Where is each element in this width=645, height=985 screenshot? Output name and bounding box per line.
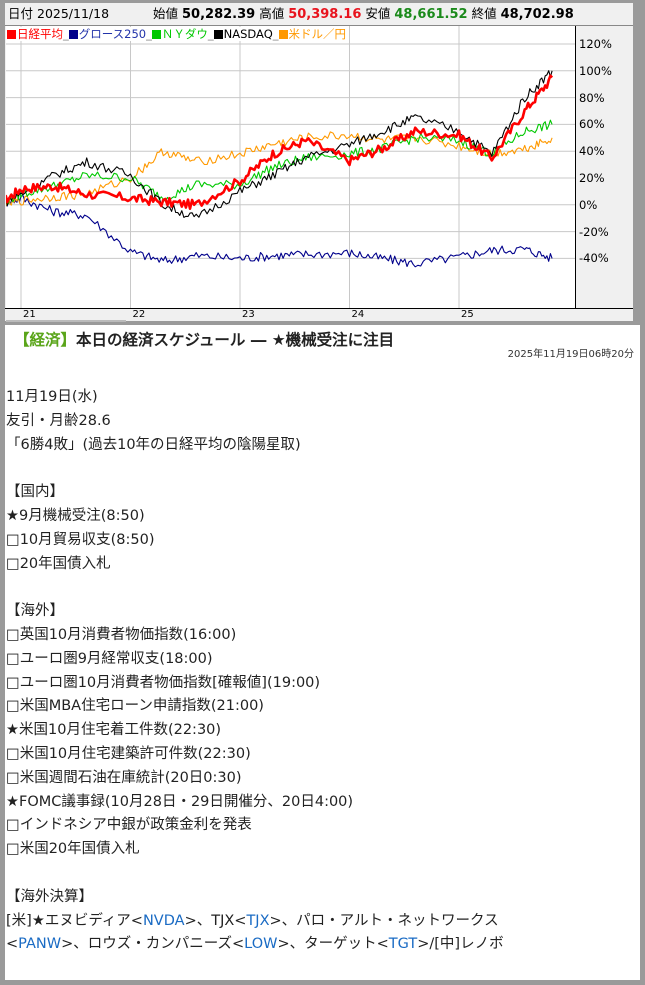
article-body: 11月19日(水) 友引・月齢28.6 「6勝4敗」(過去10年の日経平均の陰陽… [6,386,504,957]
legend-swatch-icon [213,30,223,39]
earnings-text: >/[中]レノボ [417,936,504,953]
close-label: 終値 [471,6,497,21]
ohlc-values: 始値 50,282.39 高値 50,398.16 安値 48,661.52 終… [153,3,574,26]
section-heading-domestic: 【国内】 [6,484,64,501]
schedule-item: □英国10月消費者物価指数(16:00) [6,626,237,643]
legend-swatch-icon [68,30,78,39]
series-line-0 [6,74,554,210]
y-tick-label: 20% [579,171,605,185]
chart-panel: 日付 2025/11/18 始値 50,282.39 高値 50,398.16 … [5,3,633,322]
schedule-item: □米国10月住宅建築許可件数(22:30) [6,745,251,762]
earnings-line-1: [米]★エヌビディア<NVDA>、TJX<TJX>、パロ・アルト・ネットワークス [6,910,504,934]
legend-label: ＮＹダウ [161,27,208,41]
legend-label: NASDAQ [223,27,273,41]
low-value: 48,661.52 [394,7,468,22]
open-value: 50,282.39 [182,7,256,22]
legend-item: グロース250 [68,27,147,41]
earnings-text: [米]★エヌビディア< [6,912,143,929]
legend-item: NASDAQ [213,27,273,41]
earnings-text: >、TJX< [184,912,247,929]
legend-swatch-icon [278,30,288,39]
y-tick-label: -40% [579,251,609,266]
article-timestamp: 2025年11月19日06時20分 [507,349,634,360]
article-category: 【経済】 [14,331,77,349]
ticker-link-tjx[interactable]: TJX [246,912,270,929]
legend-swatch-icon [151,30,161,39]
legend-label: 米ドル／円 [288,27,347,41]
y-tick-label: 40% [579,144,605,159]
series-line-1 [6,195,553,268]
body-line [6,457,504,481]
schedule-item: □米国週間石油在庫統計(20日0:30) [6,769,242,786]
earnings-text: < [6,936,19,953]
legend-item: ＮＹダウ [151,27,208,41]
scroll-indicator[interactable] [6,320,126,322]
y-tick-label: 0% [579,197,598,212]
high-label: 高値 [259,6,285,21]
schedule-item: ★米国10月住宅着工件数(22:30) [6,722,222,739]
ticker-link-tgt[interactable]: TGT [388,936,418,953]
article-panel: 【経済】本日の経済スケジュール ― ★機械受注に注目 2025年11月19日06… [5,325,640,980]
y-tick-label: 100% [579,63,612,78]
legend-swatch-icon [7,30,16,39]
legend-item: 米ドル／円 [278,27,347,41]
earnings-text: >、ターゲット< [277,936,389,953]
chart-header: 日付 2025/11/18 始値 50,282.39 高値 50,398.16 … [5,3,633,26]
schedule-item: ★9月機械受注(8:50) [6,507,145,524]
schedule-item: □米国20年国債入札 [6,841,140,858]
section-heading-overseas: 【海外】 [6,603,64,620]
section-heading-earnings: 【海外決算】 [6,888,93,905]
schedule-item: □20年国債入札 [6,555,111,572]
y-tick-label: -20% [579,224,609,239]
earnings-text: >、ロウズ・カンパニーズ< [61,936,245,953]
date-label: 日付 [8,6,34,21]
y-tick-label: 120% [579,37,612,51]
chart-date: 日付 2025/11/18 [8,3,109,25]
x-tick-label: 22 [132,309,146,320]
chart-legend: 日経平均_ グロース250_ ＮＹダウ_ NASDAQ_ 米ドル／円 [7,27,347,41]
ticker-link-low[interactable]: LOW [244,936,278,953]
body-line: 11月19日(水) [6,389,98,405]
legend-label: 日経平均 [17,27,63,41]
article-headline: 本日の経済スケジュール ― ★機械受注に注目 [76,331,395,349]
y-axis: 120% 100% 80% 60% 40% 20% 0% -20% -40% [576,26,633,308]
series-line-2 [6,119,553,206]
x-axis: 21 22 23 24 25 [5,308,633,322]
x-tick-label: 23 [242,309,255,320]
schedule-item: □ユーロ圏9月経常収支(18:00) [6,650,213,667]
article-title: 【経済】本日の経済スケジュール ― ★機械受注に注目 [14,328,394,350]
body-line [6,862,504,886]
schedule-item: ★FOMC議事録(10月28日・29日開催分、20日4:00) [6,793,354,810]
line-chart [6,26,575,308]
y-tick-label: 60% [579,117,605,132]
earnings-text: >、パロ・アルト・ネットワークス [269,912,499,929]
schedule-item: □ユーロ圏10月消費者物価指数[確報値](19:00) [6,674,321,691]
ticker-link-panw[interactable]: PANW [18,936,62,953]
ticker-link-nvda[interactable]: NVDA [142,912,185,929]
body-line [6,576,504,600]
y-tick-label: 80% [579,90,605,105]
body-line: 「6勝4敗」(過去10年の日経平均の陰陽星取) [6,436,301,453]
x-tick-label: 25 [461,309,474,320]
close-value: 48,702.98 [500,7,574,22]
plot-area[interactable]: 日経平均_ グロース250_ ＮＹダウ_ NASDAQ_ 米ドル／円 [6,26,576,308]
schedule-item: □米国MBA住宅ローン申請指数(21:00) [6,698,264,715]
x-tick-label: 24 [351,309,365,320]
body-line: 友引・月齢28.6 [6,412,111,429]
low-label: 安値 [365,6,391,21]
legend-label: グロース250 [78,27,147,41]
schedule-item: □インドネシア中銀が政策金利を発表 [6,817,252,834]
legend-item: 日経平均 [7,27,63,41]
schedule-item: □10月貿易収支(8:50) [6,531,155,548]
open-label: 始値 [153,6,179,21]
high-value: 50,398.16 [288,7,362,22]
earnings-line-2: <PANW>、ロウズ・カンパニーズ<LOW>、ターゲット<TGT>/[中]レノボ [6,933,504,957]
date-value: 2025/11/18 [37,6,110,21]
series-line-4 [6,131,553,207]
x-tick-label: 21 [23,309,36,320]
